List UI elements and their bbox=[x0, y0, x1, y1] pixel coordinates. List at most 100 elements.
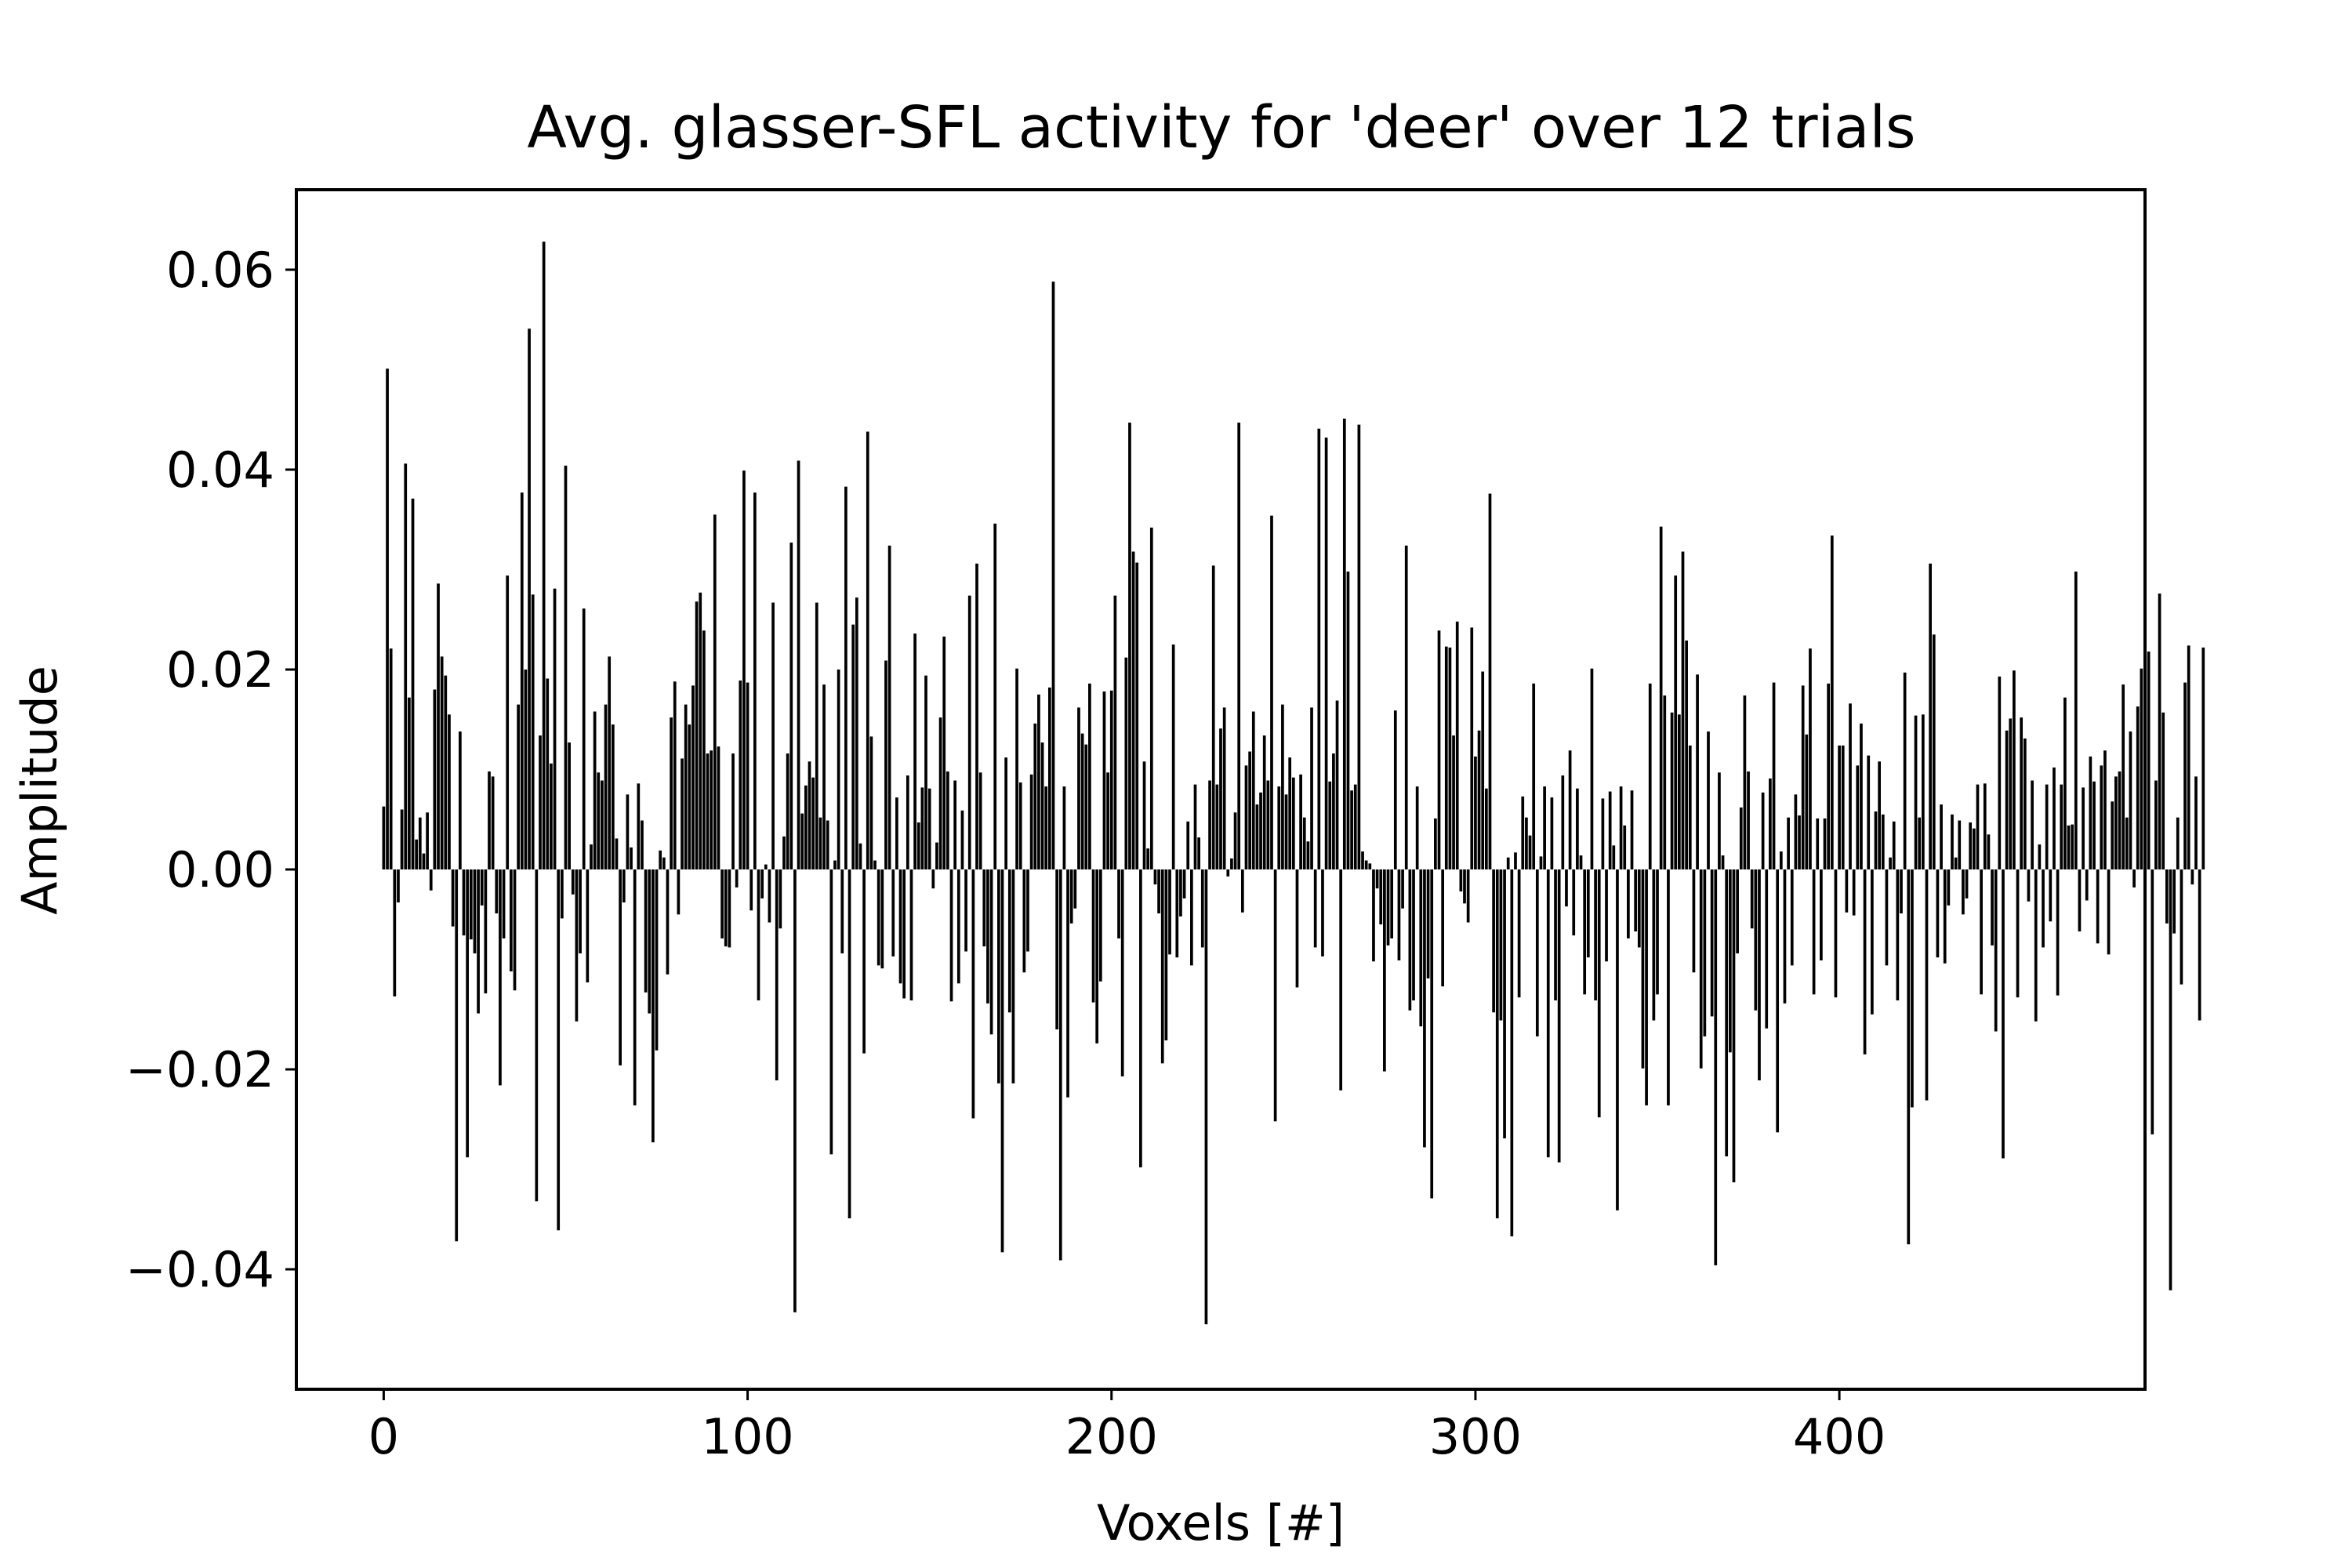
bar-280 bbox=[1401, 869, 1404, 909]
bar-182 bbox=[1044, 786, 1048, 869]
bar-234 bbox=[1233, 812, 1237, 869]
bar-267 bbox=[1353, 784, 1357, 870]
y-tick-label: −0.02 bbox=[125, 1041, 274, 1098]
bar-16 bbox=[440, 656, 444, 869]
bar-15 bbox=[437, 583, 440, 869]
bar-382 bbox=[1772, 682, 1776, 869]
bar-230 bbox=[1219, 728, 1222, 869]
bar-159 bbox=[960, 810, 964, 869]
bar-450 bbox=[2020, 717, 2024, 869]
bar-132 bbox=[862, 869, 866, 1054]
bar-313 bbox=[1521, 796, 1525, 869]
bar-31 bbox=[495, 869, 499, 914]
bar-424 bbox=[1925, 869, 1929, 1101]
bar-55 bbox=[582, 608, 586, 869]
bar-431 bbox=[1951, 814, 1954, 870]
bar-304 bbox=[1488, 493, 1492, 869]
bar-286 bbox=[1423, 869, 1426, 1148]
bar-465 bbox=[2074, 572, 2078, 869]
bar-478 bbox=[2122, 684, 2125, 869]
bar-417 bbox=[1900, 869, 1903, 914]
bar-377 bbox=[1754, 869, 1758, 1011]
bar-440 bbox=[1983, 783, 1987, 869]
bar-105 bbox=[764, 864, 768, 870]
bar-495 bbox=[2183, 682, 2187, 869]
bar-6 bbox=[404, 463, 408, 869]
y-tick-label: 0.06 bbox=[166, 241, 274, 299]
bar-293 bbox=[1448, 647, 1452, 869]
bar-285 bbox=[1419, 869, 1423, 1027]
bar-380 bbox=[1765, 869, 1769, 1029]
bar-135 bbox=[873, 860, 877, 869]
bar-114 bbox=[797, 460, 800, 869]
bar-131 bbox=[858, 843, 862, 869]
bar-284 bbox=[1415, 786, 1419, 869]
bar-176 bbox=[1022, 869, 1026, 973]
bar-468 bbox=[2085, 869, 2089, 901]
bar-289 bbox=[1434, 818, 1437, 869]
bar-40 bbox=[528, 328, 531, 870]
bar-309 bbox=[1506, 857, 1510, 869]
bar-138 bbox=[884, 660, 887, 869]
bar-390 bbox=[1801, 685, 1805, 869]
bar-455 bbox=[2038, 844, 2042, 870]
bar-91 bbox=[713, 514, 717, 870]
bar-287 bbox=[1426, 869, 1430, 978]
bar-343 bbox=[1630, 790, 1634, 869]
bar-341 bbox=[1623, 825, 1627, 869]
bar-407 bbox=[1863, 869, 1867, 1054]
bar-454 bbox=[2034, 869, 2038, 1022]
bar-485 bbox=[2147, 652, 2151, 869]
bar-328 bbox=[1576, 788, 1579, 869]
bar-298 bbox=[1466, 869, 1470, 923]
bar-150 bbox=[927, 788, 931, 869]
bar-413 bbox=[1885, 869, 1889, 966]
bar-18 bbox=[448, 714, 451, 869]
bar-35 bbox=[510, 869, 513, 972]
bar-218 bbox=[1175, 869, 1179, 958]
bar-401 bbox=[1841, 745, 1845, 869]
bar-473 bbox=[2103, 750, 2107, 869]
bar-461 bbox=[2060, 784, 2063, 870]
bar-206 bbox=[1131, 551, 1135, 869]
bar-45 bbox=[546, 678, 550, 869]
bar-271 bbox=[1368, 863, 1372, 869]
bar-113 bbox=[793, 869, 797, 1312]
bar-207 bbox=[1135, 562, 1139, 869]
bar-496 bbox=[2187, 645, 2190, 869]
bar-275 bbox=[1383, 869, 1386, 1072]
bar-203 bbox=[1120, 869, 1124, 1076]
bar-442 bbox=[1991, 869, 1994, 946]
bar-157 bbox=[953, 780, 957, 869]
bar-217 bbox=[1171, 644, 1175, 870]
bar-456 bbox=[2042, 869, 2045, 948]
bar-148 bbox=[920, 787, 924, 869]
bar-74 bbox=[652, 869, 655, 1143]
bar-251 bbox=[1295, 869, 1299, 988]
bar-242 bbox=[1262, 735, 1266, 869]
bar-0 bbox=[382, 806, 386, 869]
bar-1 bbox=[386, 368, 389, 870]
bar-403 bbox=[1849, 703, 1852, 869]
bar-202 bbox=[1117, 869, 1120, 938]
bar-165 bbox=[982, 869, 986, 947]
bar-69 bbox=[633, 869, 637, 1105]
bar-194 bbox=[1088, 683, 1091, 869]
bar-244 bbox=[1270, 515, 1273, 869]
bar-314 bbox=[1525, 817, 1528, 869]
bar-288 bbox=[1430, 869, 1434, 1199]
bar-93 bbox=[720, 869, 724, 938]
bar-60 bbox=[601, 780, 604, 869]
bar-82 bbox=[681, 758, 684, 869]
bar-190 bbox=[1073, 869, 1077, 909]
bar-499 bbox=[2198, 869, 2201, 1021]
bar-173 bbox=[1011, 869, 1015, 1083]
bar-180 bbox=[1037, 694, 1040, 869]
bar-229 bbox=[1215, 784, 1219, 870]
bar-95 bbox=[728, 869, 731, 948]
bar-236 bbox=[1240, 869, 1244, 913]
bar-274 bbox=[1379, 869, 1383, 925]
bar-54 bbox=[579, 869, 582, 954]
y-tick-label: −0.04 bbox=[125, 1241, 274, 1298]
